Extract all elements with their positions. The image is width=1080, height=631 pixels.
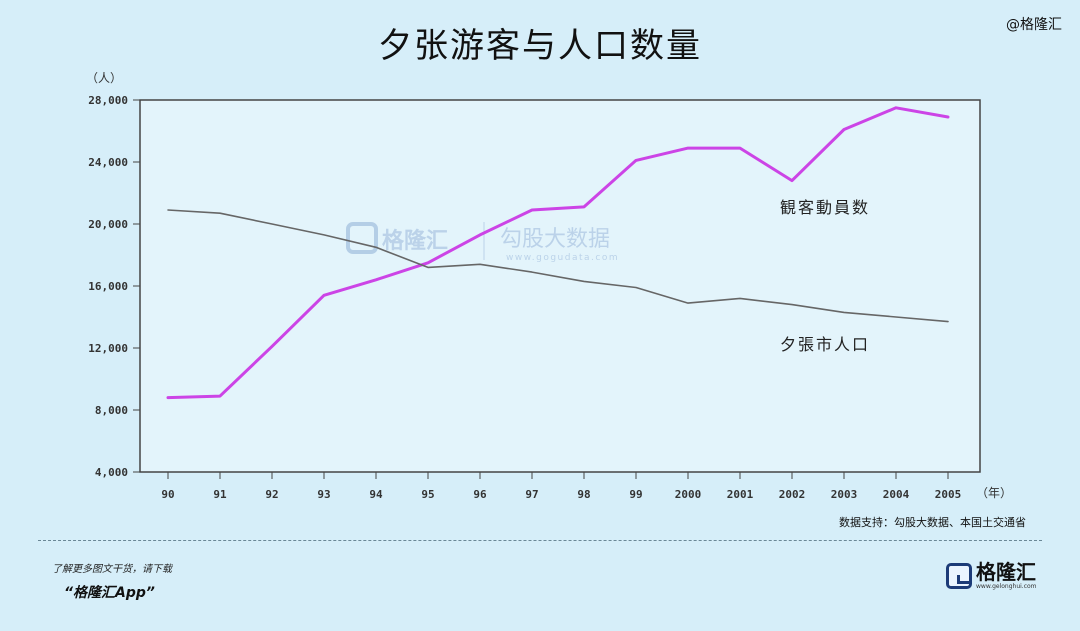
watermark-logo-icon [346, 222, 378, 254]
series-label-visitors: 観客動員数 [780, 198, 870, 217]
y-tick-label: 24,000 [88, 156, 128, 169]
download-prompt: 了解更多图文干货，请下载 [52, 564, 172, 575]
x-tick-label: 97 [525, 488, 538, 501]
gelonghui-logo-icon [946, 562, 972, 589]
x-tick-label: 93 [317, 488, 330, 501]
brand-watermark-top: @格隆汇 [1006, 17, 1062, 33]
y-tick-label: 16,000 [88, 280, 128, 293]
logo-url: www.gelonghui.com [976, 583, 1037, 590]
x-tick-label: 98 [577, 488, 590, 501]
x-tick-label: 2004 [883, 488, 910, 501]
x-axis-unit: （年） [976, 486, 1012, 500]
gelonghui-logo[interactable]: 格隆汇 www.gelonghui.com [946, 561, 1037, 590]
x-tick-label: 2002 [779, 488, 806, 501]
x-tick-label: 2003 [831, 488, 858, 501]
x-tick-label: 92 [265, 488, 278, 501]
y-tick-label: 20,000 [88, 218, 128, 231]
series-label-population: 夕張市人口 [780, 335, 870, 354]
chart-title: 夕张游客与人口数量 [378, 26, 702, 66]
x-tick-label: 96 [473, 488, 487, 501]
app-name: “格隆汇App” [64, 585, 155, 601]
x-tick-label: 95 [421, 488, 434, 501]
logo-name: 格隆汇 [976, 560, 1036, 584]
x-tick-label: 91 [213, 488, 227, 501]
x-tick-label: 2000 [675, 488, 702, 501]
y-tick-label: 28,000 [88, 94, 128, 107]
data-source-note: 数据支持：勾股大数据、本国土交通省 [839, 516, 1026, 529]
series-line-visitors [166, 106, 950, 400]
watermark-url: www.gogudata.com [506, 253, 619, 263]
x-tick-label: 2005 [935, 488, 962, 501]
plot-frame [139, 99, 981, 473]
series-line-population [167, 209, 949, 323]
y-tick-label: 8,000 [95, 404, 128, 417]
watermark-sub: 勾股大数据 [500, 227, 610, 252]
x-tick-label: 99 [629, 488, 642, 501]
watermark: 格隆汇 勾股大数据 www.gogudata.com [346, 222, 619, 263]
y-tick-label: 4,000 [95, 466, 128, 479]
footer-divider [38, 540, 1042, 541]
x-tick-label: 2001 [727, 488, 754, 501]
y-tick-label: 12,000 [88, 342, 128, 355]
x-tick-label: 94 [369, 488, 383, 501]
watermark-name: 格隆汇 [382, 228, 448, 254]
y-axis-unit: （人） [86, 71, 122, 85]
x-tick-label: 90 [161, 488, 174, 501]
